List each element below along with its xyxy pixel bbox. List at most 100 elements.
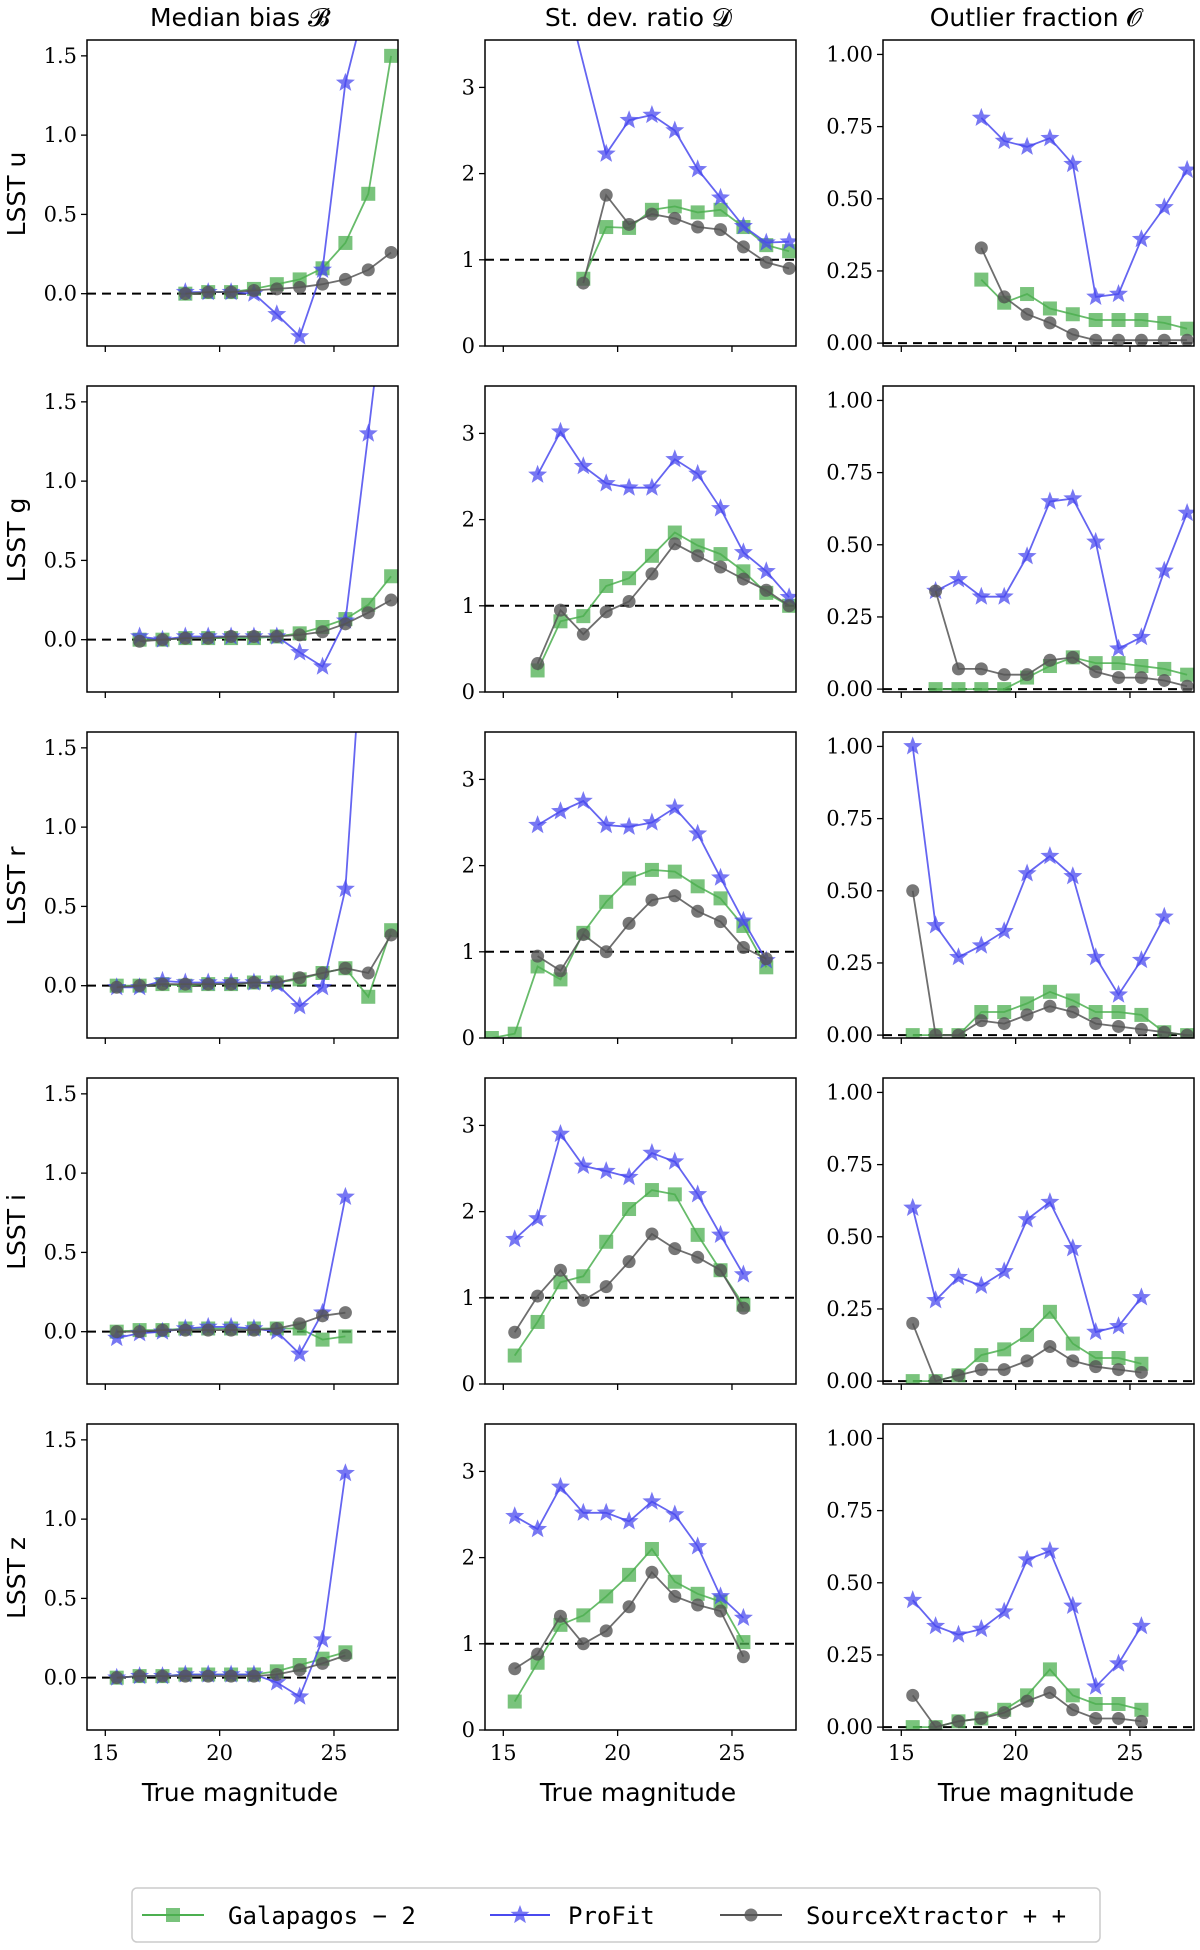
panel-i-outlier-fraction-point-profit xyxy=(1109,1316,1128,1335)
panel-u-outlier-fraction-plot-area xyxy=(883,107,1194,346)
panel-r-outlier-fraction-ytick-label: 0.50 xyxy=(826,879,873,903)
panel-u-outlier-fraction: 0.00 0.25 0.50 0.75 1.00 xyxy=(826,39,1195,355)
panel-r-median-bias-point-sourcextractor xyxy=(361,966,375,980)
panel-g-median-bias-point-sourcextractor xyxy=(361,606,375,620)
panel-g-std-dev-ratio-point-sourcextractor xyxy=(622,594,636,608)
panel-g-outlier-fraction-point-profit xyxy=(994,586,1014,605)
panel-r-std-dev-ratio-point-galapagos xyxy=(507,1026,522,1038)
panel-g-std-dev-ratio-point-sourcextractor xyxy=(645,567,659,581)
panel-z-std-dev-ratio-point-galapagos xyxy=(690,1586,705,1601)
panel-u-outlier-fraction-ytick-label: 1.00 xyxy=(826,42,873,66)
panel-g-median-bias: 0.0 0.5 1.0 1.5 xyxy=(44,328,399,698)
panel-u-std-dev-ratio-frame xyxy=(484,39,797,347)
panel-z-outlier-fraction: 0.00 0.25 0.50 0.75 1.00 15 20 25 xyxy=(826,1423,1195,1765)
panel-z-std-dev-ratio-point-galapagos xyxy=(576,1608,591,1623)
panel-z-median-bias-point-sourcextractor xyxy=(110,1671,124,1685)
panel-z-outlier-fraction-point-sourcextractor xyxy=(1134,1714,1148,1728)
panel-r-outlier-fraction-ytick-label: 0.00 xyxy=(826,1023,873,1047)
panel-u-std-dev-ratio-point-galapagos xyxy=(667,199,682,214)
panel-r-outlier-fraction-frame xyxy=(882,731,1195,1039)
panel-u-median-bias-point-galapagos xyxy=(361,186,376,201)
panel-g-std-dev-ratio-point-sourcextractor xyxy=(736,572,750,586)
panel-z-outlier-fraction-point-profit xyxy=(1109,1653,1128,1672)
panel-z-median-bias-point-sourcextractor xyxy=(316,1656,330,1670)
panel-i-std-dev-ratio-point-sourcextractor xyxy=(576,1293,590,1307)
panel-r-std-dev-ratio-frame xyxy=(484,731,797,1039)
panel-g-outlier-fraction-point-sourcextractor xyxy=(1089,665,1103,679)
panel-g-std-dev-ratio-point-profit xyxy=(711,498,730,517)
panel-g-median-bias-line-sourcextractor xyxy=(139,599,392,643)
panel-g-outlier-fraction-point-galapagos xyxy=(1180,667,1194,682)
panel-z-median-bias-point-sourcextractor xyxy=(178,1669,192,1683)
panel-g-outlier-fraction-line-profit xyxy=(935,497,1188,651)
panel-r-outlier-fraction-ytick-label: 1.00 xyxy=(826,734,873,758)
panel-g-median-bias-point-sourcextractor xyxy=(247,630,261,644)
panel-i-outlier-fraction-point-sourcextractor xyxy=(1134,1365,1148,1379)
panel-i-std-dev-ratio-point-sourcextractor xyxy=(691,1250,705,1264)
panel-u-median-bias-point-sourcextractor xyxy=(224,285,238,299)
panel-r-median-bias-ytick-label: 1.0 xyxy=(44,815,77,839)
panel-u-median-bias-point-sourcextractor xyxy=(361,263,375,277)
panel-u-median-bias-point-profit xyxy=(267,304,287,323)
panel-g-outlier-fraction-point-profit xyxy=(1086,531,1106,550)
panel-g-median-bias-point-sourcextractor xyxy=(293,628,307,642)
panel-u-median-bias-point-sourcextractor xyxy=(293,280,307,294)
panel-u-median-bias-ytick-label: 1.5 xyxy=(44,44,77,68)
panel-i-median-bias-point-profit xyxy=(335,1186,355,1205)
panel-u-median-bias-ytick-label: 0.5 xyxy=(44,202,77,226)
panel-z-outlier-fraction-point-galapagos xyxy=(1111,1697,1126,1712)
panel-u-std-dev-ratio-point-profit xyxy=(619,110,639,129)
panel-u-outlier-fraction-point-galapagos xyxy=(1157,315,1172,330)
panels: 0.00.51.01.501230.000.250.500.751.000.00… xyxy=(44,39,1195,1765)
panel-i-median-bias-point-galapagos xyxy=(338,1329,353,1344)
panel-i-median-bias-ytick-label: 1.0 xyxy=(44,1161,77,1185)
panel-z-std-dev-ratio-ytick-label: 1 xyxy=(462,1632,475,1656)
panel-r-outlier-fraction-line-profit xyxy=(911,746,1166,997)
panel-z-outlier-fraction-point-sourcextractor xyxy=(1043,1685,1057,1699)
panel-r-outlier-fraction-point-profit xyxy=(1131,950,1151,969)
panel-r-median-bias-ytick-label: 0.0 xyxy=(44,974,77,998)
panel-r-std-dev-ratio-ytick-label: 3 xyxy=(462,767,475,791)
panel-g-std-dev-ratio-point-profit xyxy=(551,421,570,440)
panel-z-outlier-fraction-point-sourcextractor xyxy=(1020,1694,1034,1708)
panel-r-std-dev-ratio-point-profit xyxy=(551,801,570,820)
panel-u-std-dev-ratio-ytick-label: 0 xyxy=(462,334,475,358)
panel-i-std-dev-ratio-point-profit xyxy=(551,1124,570,1143)
panel-r-std-dev-ratio-plot-area xyxy=(485,791,796,1038)
panel-z-std-dev-ratio-point-galapagos xyxy=(736,1635,751,1650)
panel-r-outlier-fraction-point-sourcextractor xyxy=(1066,1005,1080,1019)
panel-r-std-dev-ratio-point-sourcextractor xyxy=(553,964,567,978)
panel-z-std-dev-ratio-plot-area xyxy=(485,1476,796,1709)
panel-z-median-bias-point-sourcextractor xyxy=(247,1669,261,1683)
panel-u-std-dev-ratio-point-sourcextractor xyxy=(714,223,728,237)
panel-r-outlier-fraction-point-galapagos xyxy=(1088,1005,1103,1020)
panel-g-outlier-fraction-point-sourcextractor xyxy=(1157,673,1171,687)
panel-z-std-dev-ratio-point-profit xyxy=(733,1607,753,1626)
panel-z-outlier-fraction-ytick-label: 0.50 xyxy=(826,1571,873,1595)
panel-u-median-bias-point-sourcextractor xyxy=(178,287,192,301)
legend: Galapagos − 2 ProFit SourceXtractor + + xyxy=(131,1887,1101,1943)
panel-i-std-dev-ratio-plot-area xyxy=(485,1124,796,1363)
panel-g-median-bias-point-galapagos xyxy=(384,569,398,584)
panel-z-std-dev-ratio-point-sourcextractor xyxy=(622,1600,636,1614)
panel-r-outlier-fraction-point-profit xyxy=(1040,846,1060,865)
panel-r-outlier-fraction-point-galapagos xyxy=(1134,1007,1149,1022)
panel-u-std-dev-ratio-point-sourcextractor xyxy=(736,240,750,254)
panel-r-std-dev-ratio-point-sourcextractor xyxy=(531,949,545,963)
column-title-std-dev-ratio: St. dev. ratio 𝓓 xyxy=(545,3,733,32)
panel-r-outlier-fraction-point-galapagos xyxy=(1065,993,1080,1008)
panel-u-outlier-fraction-point-galapagos xyxy=(1134,313,1149,328)
panel-r-std-dev-ratio-point-sourcextractor xyxy=(599,945,613,959)
panel-r-outlier-fraction-point-profit xyxy=(994,921,1014,940)
panel-u-std-dev-ratio-point-profit xyxy=(642,105,662,124)
panel-g-median-bias-point-profit xyxy=(370,328,389,346)
panel-g-median-bias-point-sourcextractor xyxy=(338,617,352,631)
panel-r-outlier-fraction-plot-area xyxy=(883,736,1194,1038)
panel-i-std-dev-ratio-point-profit xyxy=(528,1208,548,1227)
panel-z-median-bias: 0.0 0.5 1.0 1.5 15 20 25 xyxy=(44,1423,399,1765)
panel-z-outlier-fraction-point-profit xyxy=(1017,1549,1037,1568)
panel-i-std-dev-ratio-point-profit xyxy=(688,1184,708,1203)
panel-r-outlier-fraction-point-profit xyxy=(1154,906,1174,925)
panel-i-outlier-fraction-point-galapagos xyxy=(1065,1336,1080,1351)
panel-u-std-dev-ratio-point-profit xyxy=(688,159,708,178)
